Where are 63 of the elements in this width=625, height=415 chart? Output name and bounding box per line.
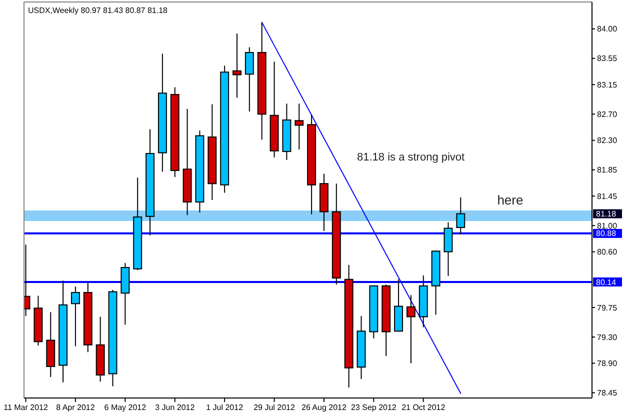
candlestick bbox=[456, 196, 466, 235]
y-tick-label: 80.60 bbox=[597, 248, 618, 257]
candlestick bbox=[133, 177, 142, 271]
annotation: here bbox=[497, 192, 524, 208]
ref-line-label: 80.88 bbox=[596, 229, 617, 238]
candlestick bbox=[34, 295, 43, 346]
candlestick bbox=[431, 250, 440, 316]
x-tick-label: 3 Jun 2012 bbox=[155, 403, 196, 412]
candlestick bbox=[58, 280, 68, 383]
candlestick bbox=[294, 103, 304, 150]
y-tick-label: 83.55 bbox=[597, 54, 618, 64]
x-tick-label: 11 Mar 2012 bbox=[4, 403, 48, 412]
candlestick bbox=[444, 222, 453, 277]
y-tick-label: 83.15 bbox=[597, 80, 618, 90]
ref-line-label: 81.18 bbox=[596, 210, 617, 219]
candlestick bbox=[120, 262, 130, 326]
y-tick-label: 82.70 bbox=[597, 110, 618, 119]
candlestick bbox=[270, 61, 279, 158]
candlestick bbox=[244, 46, 254, 112]
text: USDX,Weekly 80.97 81.43 80.87 81.18 bbox=[28, 6, 168, 15]
y-tick-label: 81.85 bbox=[597, 166, 618, 175]
candlestick bbox=[332, 183, 341, 286]
candlestick bbox=[220, 65, 230, 194]
y-tick-label: 78.45 bbox=[597, 388, 618, 398]
y-tick-label: 82.30 bbox=[597, 136, 618, 146]
x-tick-label: 6 May 2012 bbox=[104, 403, 147, 412]
candlestick bbox=[356, 316, 366, 380]
candlestick bbox=[208, 104, 217, 200]
annotation: 81.18 is a strong pivot bbox=[356, 152, 465, 164]
x-tick-label: 23 Sep 2012 bbox=[350, 403, 397, 412]
y-tick-label: 79.30 bbox=[597, 332, 618, 342]
x-tick-label: 1 Jul 2012 bbox=[206, 403, 244, 412]
candlestick bbox=[369, 284, 378, 339]
y-tick-label: 81.45 bbox=[597, 192, 618, 201]
candlestick bbox=[344, 264, 354, 388]
x-tick-label: 21 Oct 2012 bbox=[402, 403, 446, 412]
candlestick bbox=[257, 22, 266, 140]
candlestick bbox=[195, 130, 204, 213]
y-tick-label: 81.00 bbox=[597, 221, 618, 230]
y-tick-label: 84.00 bbox=[597, 24, 618, 34]
candlestick bbox=[71, 286, 80, 347]
x-tick-label: 26 Aug 2012 bbox=[302, 403, 347, 412]
y-tick-label: 79.75 bbox=[597, 303, 618, 312]
x-tick-label: 29 Jul 2012 bbox=[254, 403, 296, 412]
candlestick bbox=[382, 284, 391, 357]
candlestick bbox=[146, 128, 154, 236]
candlestick bbox=[182, 108, 192, 216]
ref-line-label: 80.14 bbox=[596, 278, 617, 287]
candlestick bbox=[320, 173, 328, 232]
candlestick bbox=[406, 294, 416, 364]
y-tick-label: 78.90 bbox=[597, 359, 618, 368]
candlestick bbox=[232, 32, 242, 98]
candlestick bbox=[108, 289, 118, 387]
candlestick bbox=[307, 114, 316, 215]
candlestick bbox=[418, 274, 428, 328]
candlestick bbox=[96, 316, 105, 382]
candlestick bbox=[158, 53, 167, 172]
candlestick bbox=[282, 103, 292, 161]
candlestick bbox=[83, 282, 92, 353]
x-tick-label: 8 Apr 2012 bbox=[56, 403, 96, 412]
candlestick bbox=[46, 312, 56, 378]
candlestick bbox=[394, 278, 403, 332]
candlestick bbox=[170, 86, 180, 178]
